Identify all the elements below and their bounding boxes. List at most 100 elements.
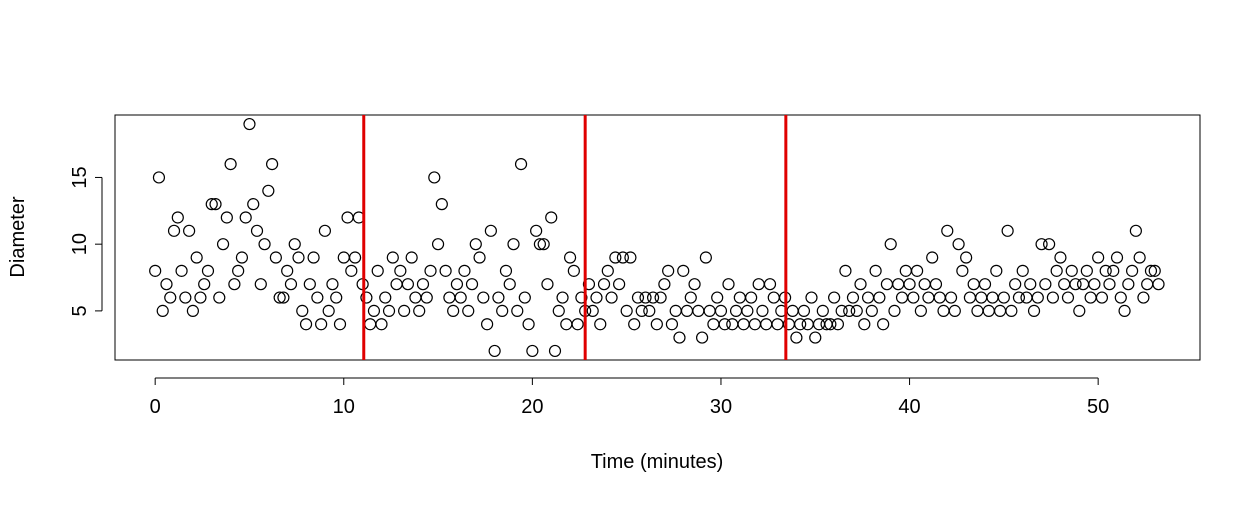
- point: [284, 278, 298, 291]
- point: [1031, 291, 1044, 304]
- point: [220, 211, 233, 224]
- point: [620, 304, 633, 317]
- point: [722, 278, 735, 291]
- point: [1039, 278, 1052, 291]
- point: [1069, 278, 1082, 291]
- x-tick-label: 10: [333, 396, 355, 418]
- point: [398, 304, 411, 317]
- point: [296, 304, 309, 317]
- point: [673, 331, 686, 344]
- point: [597, 278, 611, 291]
- point: [571, 318, 584, 331]
- point: [926, 251, 939, 264]
- point: [797, 304, 811, 317]
- point: [454, 291, 467, 304]
- point: [1054, 251, 1067, 264]
- point: [375, 318, 388, 331]
- point: [171, 211, 184, 224]
- point: [179, 291, 192, 304]
- point: [458, 264, 471, 277]
- point: [450, 278, 464, 291]
- point: [929, 278, 943, 291]
- point: [292, 251, 305, 264]
- point: [262, 184, 275, 197]
- point: [665, 318, 679, 331]
- point: [194, 291, 207, 304]
- point: [903, 278, 916, 291]
- point: [1107, 264, 1120, 277]
- y-axis-label: Diameter: [7, 196, 29, 277]
- point: [413, 304, 426, 317]
- point: [582, 278, 596, 291]
- point: [477, 291, 490, 304]
- point: [556, 291, 569, 304]
- point: [662, 264, 675, 277]
- point: [646, 291, 660, 304]
- point: [828, 291, 841, 304]
- point: [952, 238, 965, 251]
- point: [873, 291, 886, 304]
- point: [1152, 278, 1165, 291]
- point: [488, 344, 501, 358]
- point: [624, 251, 637, 264]
- point: [941, 224, 954, 237]
- point: [790, 331, 803, 344]
- point: [831, 318, 844, 331]
- point: [167, 224, 181, 237]
- point: [198, 278, 211, 291]
- point: [277, 291, 290, 304]
- point: [333, 318, 347, 331]
- point: [1024, 278, 1037, 291]
- point: [258, 238, 271, 251]
- point: [805, 291, 818, 304]
- point: [1133, 251, 1146, 264]
- x-tick-label: 40: [898, 396, 920, 418]
- point: [839, 264, 852, 277]
- point: [330, 291, 343, 304]
- point: [948, 304, 961, 317]
- point: [439, 264, 452, 277]
- point: [609, 251, 622, 264]
- y-tick-label: 15: [69, 166, 91, 188]
- point: [1009, 278, 1022, 291]
- point: [718, 318, 731, 331]
- point: [741, 304, 754, 317]
- point: [575, 291, 588, 304]
- point: [677, 264, 690, 277]
- point: [835, 304, 848, 317]
- point: [405, 251, 418, 264]
- point: [1122, 278, 1135, 291]
- point: [978, 278, 992, 291]
- point: [186, 304, 199, 317]
- point: [503, 278, 516, 291]
- point: [254, 278, 267, 291]
- point: [322, 304, 335, 317]
- point: [273, 291, 286, 304]
- point: [416, 278, 430, 291]
- point: [205, 198, 218, 211]
- point: [484, 224, 497, 237]
- point: [382, 304, 396, 317]
- point: [763, 278, 777, 291]
- point: [428, 171, 441, 184]
- point: [1050, 264, 1063, 277]
- point: [1012, 291, 1026, 304]
- point: [213, 291, 226, 304]
- point: [1126, 264, 1139, 277]
- point: [360, 291, 373, 304]
- point: [869, 264, 882, 277]
- plot-frame: [114, 114, 1201, 361]
- point: [1110, 251, 1124, 264]
- point: [499, 264, 513, 277]
- point: [1005, 304, 1018, 317]
- point: [1027, 304, 1041, 317]
- point: [865, 304, 878, 317]
- x-tick-label: 20: [521, 396, 543, 418]
- point: [1129, 224, 1142, 237]
- point: [367, 304, 381, 317]
- x-tick-label: 50: [1087, 396, 1109, 418]
- point: [379, 291, 392, 304]
- point: [507, 238, 520, 251]
- point: [639, 291, 652, 304]
